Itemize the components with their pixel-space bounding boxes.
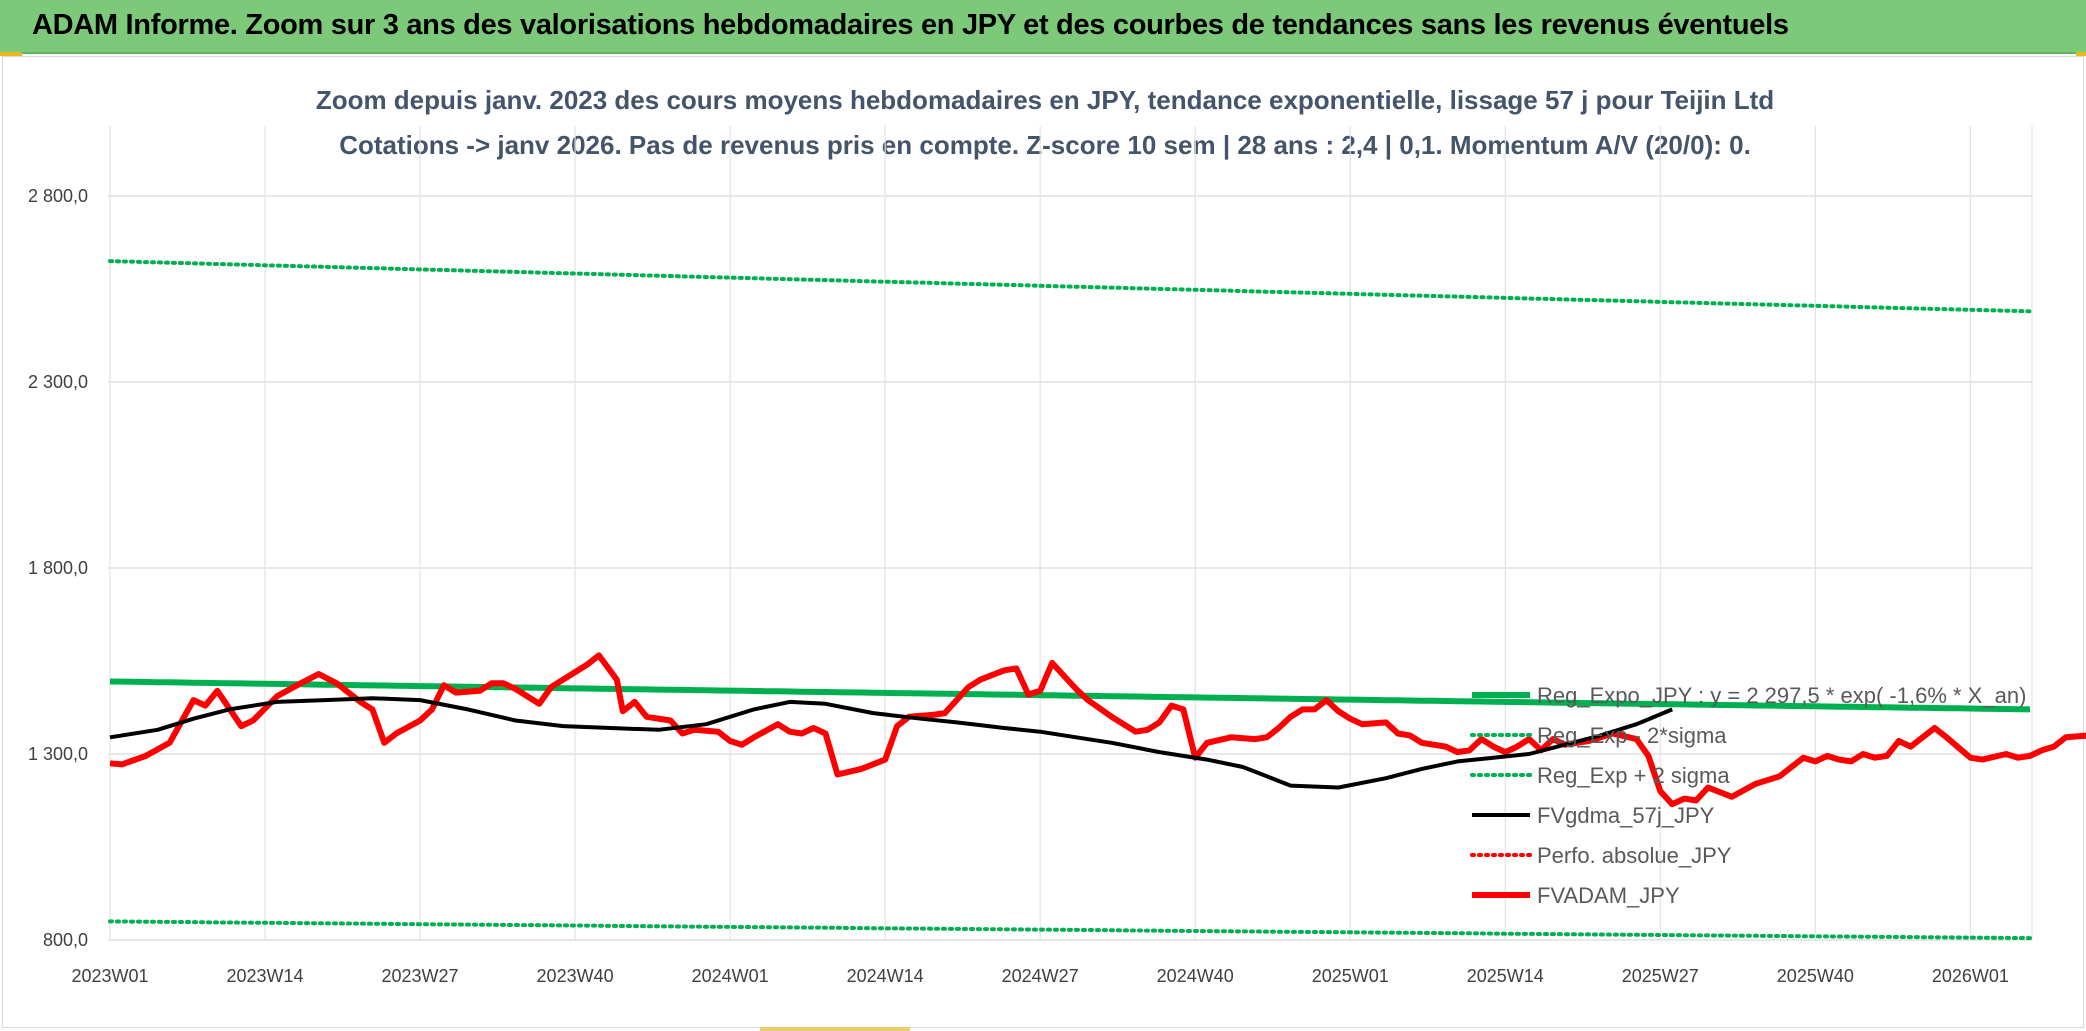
x-tick-label: 2023W40 bbox=[537, 966, 614, 986]
accent-mark-bottom bbox=[760, 1027, 910, 1031]
x-tick-label: 2025W27 bbox=[1622, 966, 1699, 986]
y-tick-label: 2 300,0 bbox=[28, 372, 88, 392]
chart-title-line-2: Cotations -> janv 2026. Pas de revenus p… bbox=[339, 130, 1751, 160]
series-line-fvadam-jpy bbox=[109, 652, 2086, 808]
report-banner: ADAM Informe. Zoom sur 3 ans des valoris… bbox=[0, 0, 2086, 54]
legend-label: Perfo. absolue_JPY bbox=[1537, 843, 1732, 868]
legend-label: Reg_Exp - 2*sigma bbox=[1537, 723, 1727, 748]
legend-label: Reg_Expo_JPY : y = 2 297,5 * exp( -1,6% … bbox=[1537, 683, 2026, 708]
legend-label: Reg_Exp + 2 sigma bbox=[1537, 763, 1730, 788]
series-line-reg-exp-2-sigma bbox=[108, 259, 2032, 314]
accent-mark-left bbox=[0, 52, 22, 56]
legend: Reg_Expo_JPY : y = 2 297,5 * exp( -1,6% … bbox=[1470, 683, 2026, 908]
y-tick-label: 1 800,0 bbox=[28, 558, 88, 578]
x-tick-label: 2023W01 bbox=[71, 966, 148, 986]
report-title: ADAM Informe. Zoom sur 3 ans des valoris… bbox=[32, 9, 1789, 41]
x-tick-label: 2026W01 bbox=[1932, 966, 2009, 986]
x-tick-label: 2023W27 bbox=[382, 966, 459, 986]
accent-mark-right bbox=[2076, 52, 2086, 56]
chart-frame bbox=[2, 56, 2084, 1028]
x-tick-label: 2023W14 bbox=[226, 966, 303, 986]
x-tick-label: 2025W14 bbox=[1467, 966, 1544, 986]
series-line-reg-exp-2-sigma bbox=[108, 919, 2032, 941]
legend-label: FVgdma_57j_JPY bbox=[1537, 803, 1715, 828]
grid bbox=[108, 126, 2033, 941]
y-tick-label: 2 800,0 bbox=[28, 186, 88, 206]
y-axis-ticks: 800,0 1 300,0 1 800,0 2 300,0 2 800,0 bbox=[28, 186, 88, 950]
x-tick-label: 2024W27 bbox=[1002, 966, 1079, 986]
series-layer bbox=[108, 259, 2086, 941]
series-line-reg-expo-jpy-y-2-297-5-exp-1-6-x-an bbox=[109, 678, 2031, 713]
legend-label: FVADAM_JPY bbox=[1537, 883, 1680, 908]
series-line-fvgdma-57j-jpy bbox=[109, 696, 1673, 790]
x-tick-label: 2025W01 bbox=[1312, 966, 1389, 986]
x-tick-label: 2024W14 bbox=[847, 966, 924, 986]
x-tick-label: 2025W40 bbox=[1777, 966, 1854, 986]
x-tick-label: 2024W40 bbox=[1157, 966, 1234, 986]
y-tick-label: 800,0 bbox=[43, 930, 88, 950]
x-axis-ticks: 2023W01 2023W14 2023W27 2023W40 2024W01 2024W… bbox=[71, 966, 2008, 986]
chart-title-line-1: Zoom depuis janv. 2023 des cours moyens … bbox=[316, 85, 1774, 115]
x-tick-label: 2024W01 bbox=[692, 966, 769, 986]
y-tick-label: 1 300,0 bbox=[28, 744, 88, 764]
